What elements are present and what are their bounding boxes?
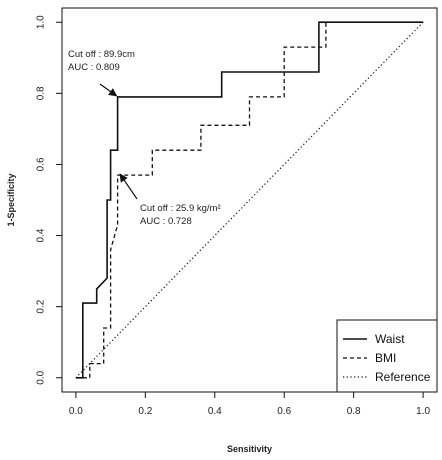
x-tick-label: 0.0 xyxy=(69,406,83,417)
annotation-bmi-line: AUC : 0.728 xyxy=(140,216,192,227)
y-tick-label: 1.0 xyxy=(36,15,47,29)
x-axis-title: Sensitivity xyxy=(227,444,272,454)
legend-label-bmi: BMI xyxy=(375,351,396,365)
series-line-waist xyxy=(75,21,424,379)
plot-frame xyxy=(61,7,438,393)
series-line-reference xyxy=(75,21,424,379)
series-layer xyxy=(75,21,424,379)
x-tick-label: 0.8 xyxy=(347,406,361,417)
legend-box xyxy=(336,319,438,393)
ticks-layer: 0.0 0.0 0.2 0.2 0.4 0.4 0.6 0.6 0.8 0.8 1.0 1.0 xyxy=(36,15,431,417)
annotation-bmi-line: Cut off : 25.9 kg/m² xyxy=(140,203,221,214)
y-tick-label: 0.4 xyxy=(36,228,47,242)
x-tick-label: 0.2 xyxy=(138,406,152,417)
y-axis-title: 1-Specificity xyxy=(6,173,16,226)
series-line-bmi xyxy=(75,21,424,379)
plot-frame-layer xyxy=(61,7,438,393)
legend-label-reference: Reference xyxy=(375,370,431,384)
annotation-layer: Cut off : 89.9cm AUC : 0.809 Cut off : 25.… xyxy=(68,49,221,227)
annotation-waist-line: Cut off : 89.9cm xyxy=(68,49,135,60)
y-tick-label: 0.6 xyxy=(36,157,47,171)
x-tick-label: 0.4 xyxy=(208,406,222,417)
y-tick-label: 0.8 xyxy=(36,86,47,100)
legend-layer: Waist BMI Reference xyxy=(336,319,438,393)
x-tick-label: 1.0 xyxy=(416,406,430,417)
legend-label-waist: Waist xyxy=(375,332,405,346)
y-tick-label: 0.0 xyxy=(36,370,47,384)
y-tick-label: 0.2 xyxy=(36,299,47,313)
annotation-bmi-arrow xyxy=(119,173,138,200)
x-tick-label: 0.6 xyxy=(277,406,291,417)
annotation-waist-arrow xyxy=(99,83,118,97)
annotation-waist-line: AUC : 0.809 xyxy=(68,62,120,73)
